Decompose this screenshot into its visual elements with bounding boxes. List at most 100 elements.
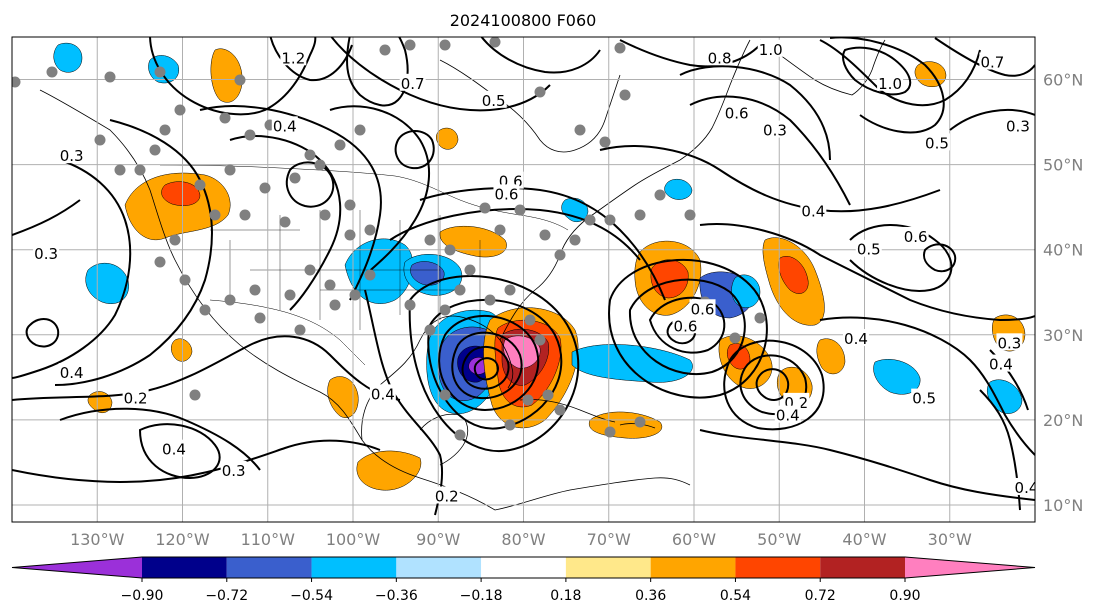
contour-line [419, 187, 666, 301]
contour-label-bg [706, 48, 733, 66]
colorbar-bin [735, 557, 821, 578]
contour-label: 0.4 [801, 202, 825, 220]
contour-label-bg [58, 146, 85, 164]
station-dot [304, 149, 316, 161]
station-dot [754, 312, 766, 324]
contour-line [54, 119, 213, 386]
contour-label-bg [122, 388, 149, 406]
contour-line [199, 105, 382, 301]
contour-label-bg [369, 384, 396, 402]
station-dot [294, 324, 306, 336]
contour-label-bg [757, 39, 784, 57]
station-dot [234, 74, 246, 86]
contour-label: 0.5 [912, 390, 936, 408]
colorbar-bin [650, 557, 736, 578]
station-dot [154, 66, 166, 78]
contour-label-bg [160, 439, 187, 457]
station-dot [464, 264, 476, 276]
station-dot [634, 416, 646, 428]
contour-line [473, 357, 500, 381]
contour-label: 0.3 [763, 122, 787, 140]
station-dot [489, 37, 501, 48]
station-dot [169, 234, 181, 246]
colorbar-tick-label: −0.36 [375, 588, 418, 604]
figure-title: 2024100800 F060 [450, 11, 597, 30]
contour-label-bg [855, 239, 882, 257]
colorbar-tick-label: 0.18 [550, 588, 581, 604]
contour-label: 0.4 [273, 117, 297, 135]
station-dot [224, 164, 236, 176]
station-dot [479, 202, 491, 214]
station-dot [404, 299, 416, 311]
station-dot [364, 224, 376, 236]
contour-label-layer: 1.2 0.8 1.0 0.7 0.5 0.4 0.3 0.3 0.4 0.2 0.4 0.3 0.4 0… [33, 39, 1035, 505]
contour-label: 0.7 [980, 54, 1004, 72]
contour-line [699, 429, 1035, 501]
station-dot [729, 332, 741, 344]
station-dot [324, 279, 336, 291]
contour-label-bg [774, 405, 801, 423]
contour-label: 0.4 [776, 407, 800, 425]
map-frame [11, 36, 1036, 523]
contour-line [394, 130, 435, 170]
contour-label: 0.6 [904, 228, 928, 246]
station-dot [249, 284, 261, 296]
contour-label-bg [923, 133, 950, 151]
contour-label: 0.6 [725, 105, 749, 123]
contour-label-bg [497, 171, 524, 189]
contour-label-bg [689, 299, 716, 317]
contour-line [59, 407, 261, 471]
latitude-tick-label: 40°N [1043, 241, 1083, 260]
shade-orange-greenland [914, 61, 947, 87]
coastline-us-east [499, 159, 681, 341]
colorbar-bin [311, 557, 397, 578]
colorbar-tick-label: −0.18 [460, 588, 503, 604]
shade-blue-alaska [53, 42, 83, 73]
contour-label-bg [493, 184, 520, 202]
contour-label-bg [877, 73, 904, 91]
station-dot [149, 144, 161, 156]
contour-label: 0.8 [708, 49, 732, 67]
contour-label-bg [399, 73, 426, 91]
colorbar-bin [565, 557, 651, 578]
longitude-tick-label: 40°W [842, 530, 886, 549]
contour-label-bg [433, 486, 460, 504]
shade-orange-baja [171, 338, 193, 362]
contour-label-bg [723, 103, 750, 121]
contour-label-bg [987, 354, 1014, 372]
station-dot [329, 299, 341, 311]
station-dots [12, 37, 766, 441]
colorbar-tick-label: 0.90 [889, 588, 920, 604]
contour-label: 1.0 [759, 41, 783, 59]
longitude-tick-label: 90°W [416, 530, 460, 549]
contour-label-bg [911, 388, 938, 406]
coastline-canada-east [679, 39, 751, 161]
contour-label-bg [271, 116, 298, 134]
contour-line [138, 423, 221, 480]
contour-line [269, 37, 353, 82]
shade-purple-hurricane-core [468, 357, 489, 375]
contour-line [229, 135, 342, 311]
coastline-florida [499, 339, 514, 389]
contour-line [819, 39, 981, 107]
colorbar-tick-label: 0.54 [720, 588, 751, 604]
longitude-labels: 130°W 120°W 110°W 100°W 90°W 80°W 70°W 60°W 50°W… [70, 530, 972, 549]
station-dot [224, 294, 236, 306]
station-dot [239, 209, 251, 221]
station-dot [539, 229, 551, 241]
station-dot [619, 89, 631, 101]
contour-label-bg [33, 243, 60, 261]
contour-label-bg [672, 316, 699, 334]
shade-orange-se-small [436, 127, 459, 150]
station-dot [439, 304, 451, 316]
contour-line [12, 159, 132, 379]
contour-line [480, 37, 601, 74]
station-dot [344, 199, 356, 211]
station-dot [604, 214, 616, 226]
station-dot [444, 244, 456, 256]
contour-label: 0.5 [482, 92, 506, 110]
longitude-tick-label: 100°W [326, 530, 381, 549]
contour-line [389, 208, 641, 261]
station-dot [319, 209, 331, 221]
